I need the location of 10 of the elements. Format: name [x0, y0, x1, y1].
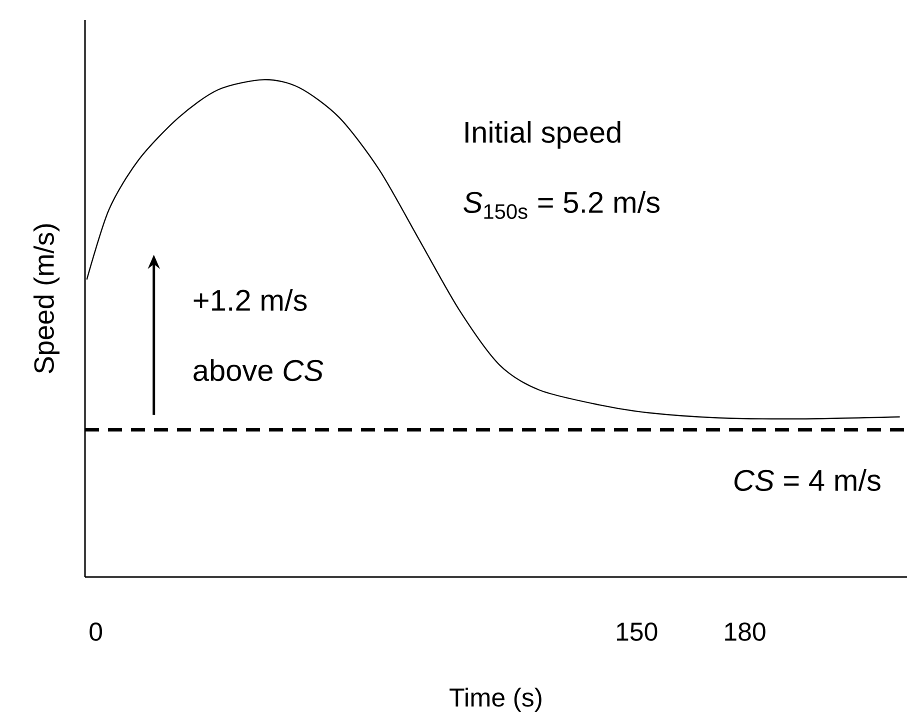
- x-tick-label: 0: [90, 622, 102, 641]
- y-axis-title: Speed (m/s): [33, 224, 60, 374]
- annotation: above CS: [194, 359, 324, 382]
- annotation: Initial speed: [466, 120, 620, 149]
- annotation: +1.2 m/s: [194, 289, 307, 311]
- x-tick-label: 150: [616, 622, 658, 641]
- annotation: CS = 4 m/s: [734, 469, 880, 491]
- x-axis-title: Time (s): [450, 688, 542, 712]
- annotation: S$_{150s}$ = 5.2 m/s: [464, 191, 660, 219]
- x-tick-label: 180: [725, 622, 766, 641]
